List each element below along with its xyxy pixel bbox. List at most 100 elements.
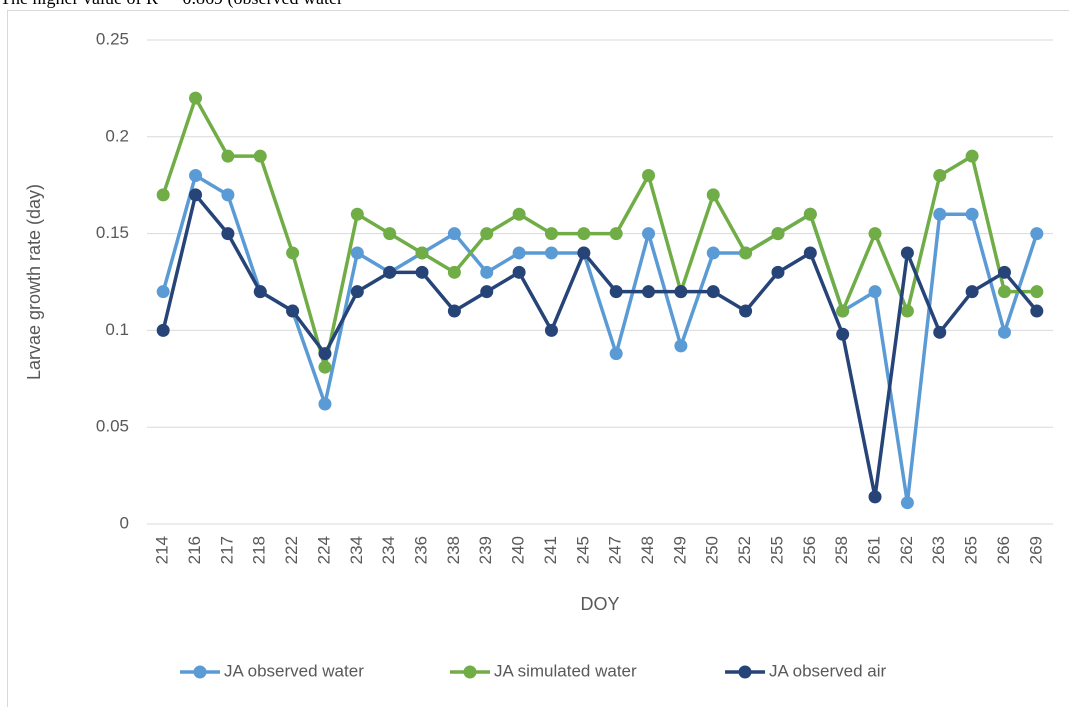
data-point: [739, 246, 753, 260]
x-tick-label: 262: [897, 536, 916, 564]
x-tick-label: 224: [314, 536, 333, 564]
data-point: [189, 188, 203, 202]
data-point: [415, 265, 429, 279]
data-point: [156, 323, 170, 337]
data-point: [189, 169, 203, 183]
legend-label: JA observed water: [224, 661, 364, 680]
data-point: [803, 207, 817, 221]
legend-marker: [193, 665, 207, 679]
x-tick-label: 240: [509, 536, 528, 564]
data-point: [1030, 227, 1044, 241]
data-point: [221, 227, 235, 241]
data-point: [900, 496, 914, 510]
data-point: [933, 169, 947, 183]
data-point: [674, 339, 688, 353]
data-point: [447, 227, 461, 241]
data-point: [965, 149, 979, 163]
x-tick-label: 239: [476, 536, 495, 564]
y-tick-label: 0.15: [96, 223, 129, 242]
x-tick-label: 250: [703, 536, 722, 564]
x-tick-label: 266: [994, 536, 1013, 564]
x-tick-label: 255: [767, 536, 786, 564]
data-point: [642, 285, 656, 299]
data-point: [512, 207, 526, 221]
data-point: [318, 347, 332, 361]
data-point: [577, 246, 591, 260]
legend-label: JA simulated water: [494, 661, 637, 680]
data-point: [900, 304, 914, 318]
data-point: [868, 227, 882, 241]
x-tick-label: 248: [638, 536, 657, 564]
x-tick-label: 218: [250, 536, 269, 564]
x-tick-label: 234: [379, 536, 398, 564]
y-axis-title: Larvae growth rate (day): [24, 184, 44, 380]
data-point: [965, 285, 979, 299]
data-point: [997, 265, 1011, 279]
x-tick-label: 234: [347, 536, 366, 564]
legend-marker: [738, 665, 752, 679]
x-tick-label: 238: [444, 536, 463, 564]
data-point: [674, 285, 688, 299]
data-point: [868, 285, 882, 299]
data-point: [415, 246, 429, 260]
data-point: [836, 327, 850, 341]
data-point: [383, 227, 397, 241]
data-point: [706, 188, 720, 202]
series-line: [161, 173, 1039, 505]
y-tick-label: 0.05: [96, 417, 129, 436]
x-tick-label: 217: [217, 536, 236, 564]
data-point: [577, 227, 591, 241]
data-point: [512, 265, 526, 279]
data-point: [286, 246, 300, 260]
x-tick-label: 252: [735, 536, 754, 564]
data-point: [544, 246, 558, 260]
data-point: [544, 323, 558, 337]
data-point: [868, 490, 882, 504]
data-point: [318, 360, 332, 374]
x-tick-label: 261: [865, 536, 884, 564]
data-point: [803, 246, 817, 260]
data-point: [286, 304, 300, 318]
data-point: [900, 246, 914, 260]
data-point: [350, 207, 364, 221]
legend-marker: [463, 665, 477, 679]
data-point: [156, 285, 170, 299]
data-point: [739, 304, 753, 318]
data-point: [771, 227, 785, 241]
data-point: [706, 246, 720, 260]
x-tick-label: 247: [606, 536, 625, 564]
x-tick-label: 258: [832, 536, 851, 564]
data-point: [642, 227, 656, 241]
data-point: [771, 265, 785, 279]
y-tick-label: 0.25: [96, 29, 129, 48]
x-tick-label: 265: [962, 536, 981, 564]
data-point: [836, 304, 850, 318]
y-tick-label: 0: [120, 513, 129, 532]
x-tick-label: 241: [541, 536, 560, 564]
data-point: [221, 149, 235, 163]
x-tick-label: 222: [282, 536, 301, 564]
x-tick-label: 249: [670, 536, 689, 564]
data-point: [609, 285, 623, 299]
series-line: [161, 96, 1037, 369]
data-point: [642, 169, 656, 183]
data-point: [1030, 304, 1044, 318]
data-point: [221, 188, 235, 202]
data-point: [253, 149, 267, 163]
series-line: [161, 193, 1039, 499]
data-point: [480, 227, 494, 241]
x-tick-label: 269: [1026, 536, 1045, 564]
x-tick-label: 245: [573, 536, 592, 564]
data-point: [156, 188, 170, 202]
x-tick-label: 263: [929, 536, 948, 564]
data-point: [350, 285, 364, 299]
y-tick-label: 0.1: [105, 320, 129, 339]
data-point: [1030, 285, 1044, 299]
data-point: [997, 325, 1011, 339]
data-point: [189, 91, 203, 105]
data-point: [512, 246, 526, 260]
data-point: [609, 347, 623, 361]
data-point: [447, 304, 461, 318]
x-axis-title: DOY: [580, 594, 619, 614]
